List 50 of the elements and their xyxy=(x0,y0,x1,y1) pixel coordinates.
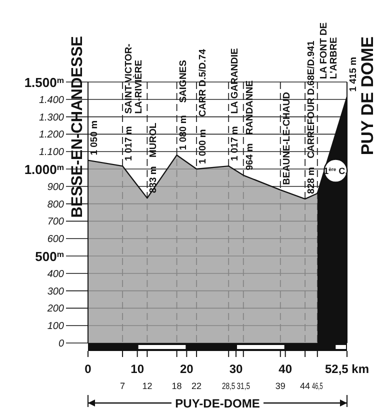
x2-tick-label: 12 xyxy=(142,381,152,391)
annotation: MUROL xyxy=(148,122,160,158)
y-tick-label: 100 xyxy=(47,321,64,332)
text: BESSE-EN-CHANDESSE xyxy=(69,36,86,218)
x-tick-label: 40 xyxy=(278,362,292,376)
annotation: SAINT-VICTOR-LA-RIVIÈRE xyxy=(124,44,145,114)
x-axis-title: PUY-DE-DOME xyxy=(175,396,260,410)
x2-tick-label: 46,5 xyxy=(312,381,330,391)
x2-tick-label: 18 xyxy=(172,381,182,391)
y-tick-label: 800 xyxy=(47,199,64,210)
x2-tick-label: 31,5 xyxy=(236,381,254,391)
y-tick-label: 0 xyxy=(58,338,64,350)
y-tick-label: 700 xyxy=(47,216,64,228)
x-tick-label: 0 xyxy=(84,362,92,376)
y-tick-label: 1.500$^{m}$ xyxy=(24,75,64,90)
annotation: SAIGNES xyxy=(178,60,189,103)
y-tick-label: 1.200 xyxy=(38,130,64,141)
x-tick-label: 10 xyxy=(130,362,144,376)
y-tick-label: 200 xyxy=(46,304,64,315)
y-tick-label: 500$^{m}$ xyxy=(35,249,64,264)
annotation: 1 050 m xyxy=(89,120,100,156)
x-tick-label: 30 xyxy=(229,362,243,376)
annotation: 1 080 m xyxy=(178,115,189,150)
annotation: 964 m xyxy=(244,143,256,170)
annotation: 1 017 m xyxy=(230,126,241,162)
x2-tick-label: 39 xyxy=(275,381,286,391)
y-tick-label: 600 xyxy=(47,234,64,246)
x2-tick-label: 7 xyxy=(120,381,126,391)
y-tick-label: 1.300 xyxy=(38,112,64,124)
annotation: 1 017 m xyxy=(124,126,135,162)
annotation: CARREFOUR D.68E/D.941 xyxy=(306,40,318,158)
y-tick-label: 1.100 xyxy=(38,147,64,158)
y-tick-label: 1.000$^{m}$ xyxy=(24,162,64,177)
y-tick-label: 1.400 xyxy=(38,94,64,106)
x-tick-label: 52,5 km xyxy=(324,362,370,376)
x-tick-label: 20 xyxy=(180,362,194,376)
x2-tick-label: 44 xyxy=(300,381,310,391)
annotation: RANDANNE xyxy=(244,80,256,135)
annotation: LA GARANDIE xyxy=(230,48,241,114)
annotation: 1 415 m xyxy=(348,56,359,92)
annotation: BEAUNE-LE-CHAUD xyxy=(281,92,292,185)
x2-tick-label: 22 xyxy=(192,381,202,391)
y-tick-label: 900 xyxy=(47,182,64,193)
annotation: 828 m xyxy=(306,166,318,194)
text: PUY DE DOME xyxy=(358,36,375,156)
text: LA FONT DE L'ARBRE xyxy=(318,22,340,79)
annotation: CARR D.5/D.74 xyxy=(198,48,209,117)
y-tick-label: 400 xyxy=(47,268,64,280)
y-tick-label: 300 xyxy=(47,286,64,298)
annotation: 1 000 m xyxy=(198,129,209,164)
